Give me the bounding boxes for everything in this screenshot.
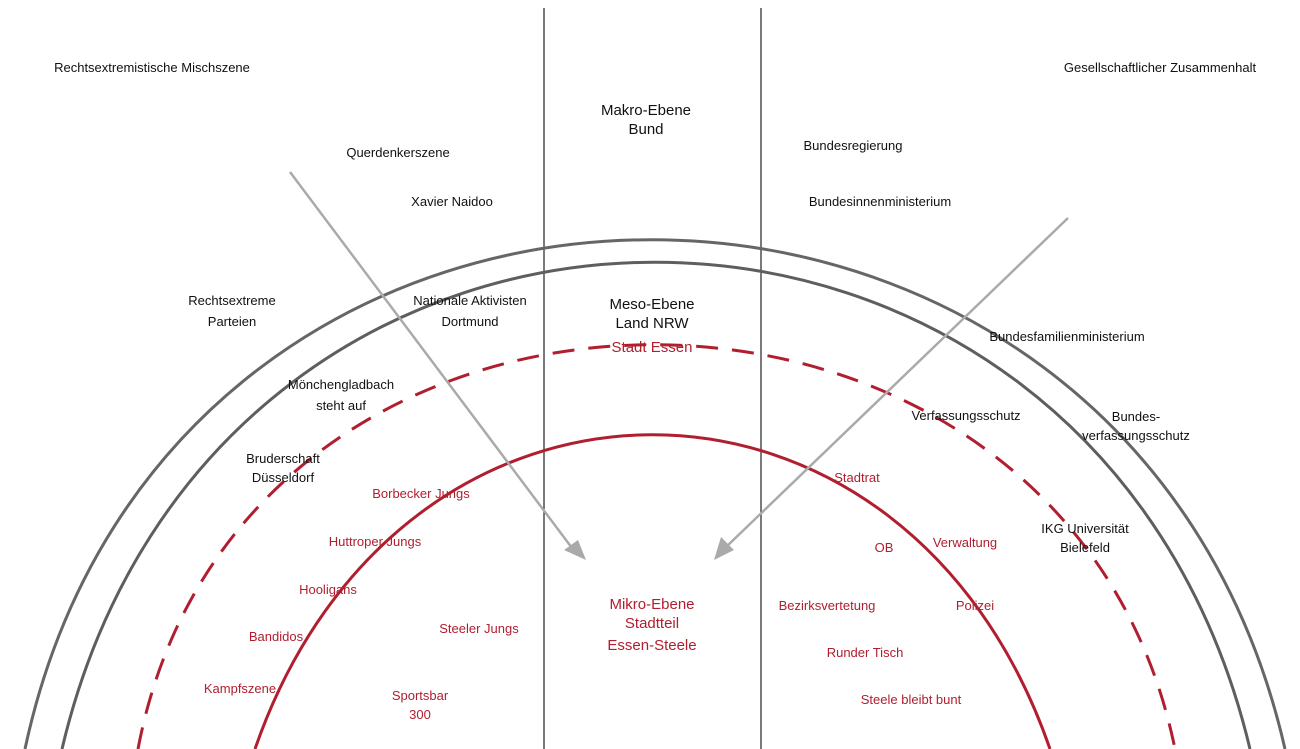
actor-huttroper-jungs: Huttroper Jungs [329, 534, 422, 549]
actor-runder-tisch: Runder Tisch [827, 645, 904, 660]
actor-bundesinnenministerium: Bundesinnenministerium [809, 194, 951, 209]
actor-moenchengladbach-line1: Mönchengladbach [288, 377, 394, 392]
actor-stadtrat: Stadtrat [834, 470, 880, 485]
actor-ob: OB [875, 540, 894, 555]
actor-kampfszene: Kampfszene [204, 681, 276, 696]
arc-meso [60, 260, 1252, 749]
arrow-right-head [714, 537, 734, 560]
actor-moenchengladbach-line2: steht auf [316, 398, 366, 413]
actor-verfassungsschutz: Verfassungsschutz [911, 408, 1020, 423]
arc-mikro [253, 433, 1052, 749]
level-makro-line1: Makro-Ebene [601, 102, 691, 119]
header-left: Rechtsextremistische Mischszene [54, 60, 250, 75]
arc-stadt-dashed [136, 343, 1177, 749]
actor-ikg-line2: Bielefeld [1060, 540, 1110, 555]
actor-bezirksvertetung: Bezirksvertetung [779, 598, 876, 613]
arc-makro [23, 238, 1287, 749]
actor-bfv-line2: verfassungsschutz [1082, 428, 1190, 443]
header-right: Gesellschaftlicher Zusammenhalt [1064, 60, 1257, 75]
actor-polizei: Polizei [956, 598, 994, 613]
actor-xavier-naidoo: Xavier Naidoo [411, 194, 493, 209]
actor-steeler-jungs: Steeler Jungs [439, 621, 519, 636]
actor-bandidos: Bandidos [249, 629, 304, 644]
actor-bundesregierung: Bundesregierung [803, 138, 902, 153]
arrow-left [289, 171, 573, 549]
level-makro-line2: Bund [628, 121, 663, 138]
arrow-left-head [564, 540, 586, 560]
actor-nationale-aktivisten-line1: Nationale Aktivisten [413, 293, 526, 308]
actor-hooligans: Hooligans [299, 582, 357, 597]
actor-bruderschaft-line1: Bruderschaft [246, 451, 320, 466]
level-mikro-line3: Essen-Steele [607, 637, 696, 654]
actor-querdenkerszene: Querdenkerszene [346, 145, 449, 160]
level-mikro-line1: Mikro-Ebene [609, 596, 694, 613]
actor-bundesfamilienministerium: Bundesfamilienministerium [989, 329, 1144, 344]
actor-rechtsextreme-parteien-line1: Rechtsextreme [188, 293, 275, 308]
actor-verwaltung: Verwaltung [933, 535, 997, 550]
level-meso-line1: Meso-Ebene [609, 296, 694, 313]
actor-borbecker-jungs: Borbecker Jungs [372, 486, 470, 501]
actor-bruderschaft-line2: Düsseldorf [252, 470, 315, 485]
level-meso-line2: Land NRW [615, 315, 689, 332]
actor-bfv-line1: Bundes- [1112, 409, 1160, 424]
arrow-right [724, 217, 1069, 549]
actor-steele-bleibt-bunt: Steele bleibt bunt [861, 692, 962, 707]
actor-sportsbar-line2: 300 [409, 707, 431, 722]
actor-nationale-aktivisten-line2: Dortmund [441, 314, 498, 329]
actor-ikg-line1: IKG Universität [1041, 521, 1129, 536]
actor-rechtsextreme-parteien-line2: Parteien [208, 314, 256, 329]
level-mikro-line2: Stadtteil [625, 615, 679, 632]
actor-sportsbar-line1: Sportsbar [392, 688, 449, 703]
level-stadt-essen: Stadt Essen [612, 339, 693, 356]
